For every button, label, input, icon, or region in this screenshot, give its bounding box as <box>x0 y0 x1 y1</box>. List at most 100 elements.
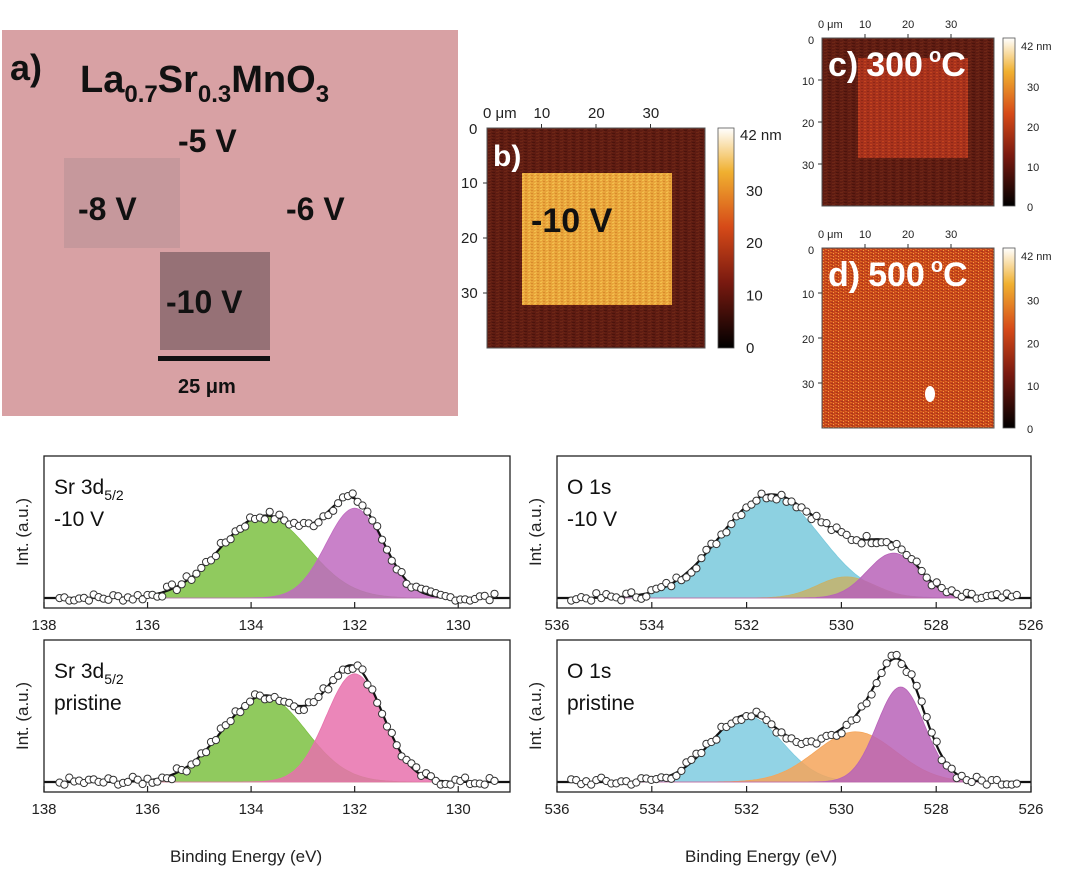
afm-particle <box>925 386 935 402</box>
afm-x-tick: 20 <box>902 229 914 241</box>
afm-x-tick: 0 μm <box>818 19 843 31</box>
xps-data-point <box>378 709 387 718</box>
xps-data-point <box>363 680 372 689</box>
xps-data-point <box>324 685 333 694</box>
colorbar-max: 42 nm <box>740 127 782 144</box>
xps-data-point <box>912 557 921 566</box>
xps-label-sub: 5/2 <box>104 487 124 503</box>
xps-condition-label: -10 V <box>54 508 104 531</box>
xps-data-point <box>722 528 731 537</box>
afm-x-tick: 10 <box>534 105 551 122</box>
xps-tick-label: 536 <box>544 617 569 634</box>
xps-data-point <box>275 510 284 519</box>
voltage-label: -6 V <box>286 191 345 227</box>
xps-data-point <box>907 670 916 679</box>
xps-data-point <box>490 589 499 598</box>
afm-image <box>822 248 994 428</box>
xps-tick-label: 532 <box>734 801 759 818</box>
xps-data-point <box>967 589 976 599</box>
xps-data-point <box>387 556 396 565</box>
xps-data-point <box>617 596 626 605</box>
afm-written-region <box>858 58 968 158</box>
colorbar-max: 42 nm <box>1021 41 1052 53</box>
xps-data-point <box>182 767 191 776</box>
afm-x-tick: 30 <box>643 105 660 122</box>
panel-a-label: a) <box>10 47 42 88</box>
xps-data-point <box>852 714 861 724</box>
colorbar-max: 42 nm <box>1021 251 1052 263</box>
afm-written-region <box>522 173 672 305</box>
xps-data-point <box>712 539 721 549</box>
xps-data-point <box>265 507 274 516</box>
afm-panel-d: 0 μm 10 20 30 0 10 20 30 42 nm 30 20 10 0 d) 500 oC <box>802 229 1052 436</box>
afm-y-tick: 30 <box>802 379 814 391</box>
xps-data-point <box>877 668 886 678</box>
xps-tick-label: 526 <box>1018 617 1043 634</box>
scale-bar <box>158 356 270 361</box>
xps-data-point <box>767 720 776 729</box>
xps-data-point <box>373 522 382 531</box>
xps-data-point <box>104 595 113 604</box>
xps-data-point <box>672 771 681 781</box>
xps-data-point <box>837 729 846 738</box>
colorbar-tick: 30 <box>1027 82 1039 94</box>
afm-x-tick: 30 <box>945 19 957 31</box>
xps-tick-label: 530 <box>829 801 854 818</box>
xps-data-point <box>192 758 201 767</box>
xps-data-point <box>857 539 866 548</box>
afm-x-tick: 30 <box>945 229 957 241</box>
xps-data-point <box>177 580 186 589</box>
xps-frame <box>556 455 1032 609</box>
xps-tick-label: 138 <box>31 801 56 818</box>
afm-y-tick: 20 <box>802 118 814 130</box>
xps-data-point <box>727 520 736 529</box>
xps-data-point <box>812 511 821 521</box>
xps-data-point <box>757 489 766 498</box>
xps-data-point <box>446 780 455 789</box>
xps-data-point <box>392 741 401 750</box>
afm-y-tick: 0 <box>808 35 814 47</box>
xps-data-point <box>382 545 392 554</box>
xps-data-point <box>697 554 706 563</box>
xps-data-point <box>211 736 220 745</box>
afm-x-tick: 0 μm <box>818 229 843 241</box>
xps-component <box>44 515 510 599</box>
afm-x-tick: 0 μm <box>483 105 517 122</box>
xps-data-point <box>387 728 396 738</box>
afm-y-tick: 10 <box>802 76 814 88</box>
xps-data-point <box>862 699 871 708</box>
xps-data-point <box>1012 590 1021 600</box>
colorbar <box>1002 247 1016 429</box>
colorbar-tick: 10 <box>1027 381 1039 393</box>
afm-y-tick: 0 <box>808 245 814 257</box>
xps-data-point <box>226 717 235 726</box>
afm-y-tick: 20 <box>461 230 478 247</box>
degree-mark: o <box>931 255 943 277</box>
colorbar-tick: 20 <box>746 235 763 252</box>
xps-data-point <box>60 780 69 789</box>
xps-data-point <box>702 545 711 554</box>
panel-a: a) La0.7Sr0.3MnO3 -5 V -8 V -6 V -10 V 2… <box>2 30 458 416</box>
afm-panel-label: d) 500 oC <box>828 255 968 294</box>
xps-data-point <box>912 681 921 690</box>
xps-spectrum-label: Sr 3d5/2 <box>54 476 124 503</box>
colorbar-tick: 10 <box>746 288 763 305</box>
xps-data-point <box>490 776 499 786</box>
xps-label-main: Sr 3d <box>54 476 104 499</box>
xps-condition-label: -10 V <box>567 508 617 531</box>
xps-data-point <box>822 519 831 528</box>
xps-data-point <box>373 698 382 707</box>
colorbar-tick: 0 <box>1027 424 1033 436</box>
xps-data-point <box>687 755 696 765</box>
xps-y-label: Int. (a.u.) <box>13 498 32 566</box>
xps-tick-label: 530 <box>829 617 854 634</box>
xps-data-point <box>187 575 196 585</box>
xps-data-point <box>172 585 181 595</box>
xps-y-label: Int. (a.u.) <box>526 498 545 566</box>
xps-data-point <box>363 507 372 516</box>
xps-data-point <box>314 692 323 702</box>
xps-data-point <box>752 496 761 505</box>
